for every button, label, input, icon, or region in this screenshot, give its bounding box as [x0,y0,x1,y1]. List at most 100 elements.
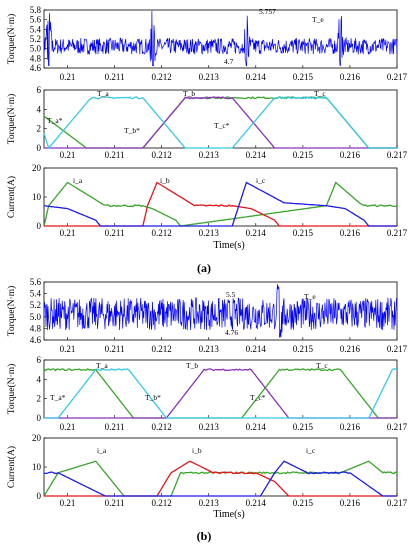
x-tick-label: 0.21 [60,344,76,354]
x-tick-label: 0.216 [340,228,361,238]
y-tick-label: 5.0 [30,312,42,322]
annotation-label: i_c [306,446,316,455]
y-tick-label: 6 [37,355,42,365]
y-tick-label: 0 [37,221,42,231]
x-tick-label: 0.216 [340,150,361,160]
x-tick-label: 0.211 [105,150,125,160]
x-tick-label: 0.214 [246,228,267,238]
x-tick-label: 0.211 [105,228,125,238]
annotation-label: T_c [316,361,328,370]
annotation-label: 5.757 [259,7,276,16]
y-tick-label: 5.6 [30,277,42,287]
x-tick-label: 0.213 [199,498,220,508]
x-tick-label: 0.214 [246,498,267,508]
subplot-3: 4.6 4.85.0 5.25.4 5.6 0.21 0.211 0.212 0.213 0.2… [6,277,408,354]
annotation-label: T_e [304,292,316,301]
annotation-label: 4.7 [224,57,234,66]
annotation-label: T_b [186,361,198,370]
y-axis-label: Current(A) [6,446,17,488]
x-tick-label: 0.21 [60,72,76,82]
y-tick-label: 0 [37,143,42,153]
x-tick-label: 0.212 [152,422,172,432]
x-tick-label: 0.214 [246,72,267,82]
x-tick-label: 0.213 [199,228,220,238]
y-tick-label: 2 [37,124,42,134]
y-tick-label: 20 [32,433,42,443]
x-tick-label: 0.215 [293,422,314,432]
annotation-label: T_a [97,89,109,98]
x-tick-label: 0.213 [199,422,220,432]
x-tick-label: 0.21 [60,150,76,160]
x-tick-label: 0.215 [293,344,314,354]
annotation-label: T_c* [214,121,230,130]
x-tick-label: 0.217 [387,422,408,432]
x-tick-label: 0.213 [199,150,220,160]
y-tick-label: 4.8 [30,53,42,63]
panel-label-b: (b) [197,529,212,543]
series-line-i_b [44,460,397,497]
x-tick-label: 0.216 [340,498,361,508]
y-axis-label: Current(A) [6,176,17,218]
x-tick-label: 0.211 [105,72,125,82]
annotation-label: 4.76 [225,328,238,337]
series-line-Te [43,10,398,67]
y-tick-label: 5.0 [30,44,42,54]
y-axis-label: Torque(N·m) [6,94,17,145]
annotation-label: T_b* [124,126,140,135]
x-tick-label: 0.215 [293,72,314,82]
y-tick-label: 10 [32,462,42,472]
annotation-label: T_e [312,15,324,24]
annotation-label: T_c* [250,393,266,402]
x-tick-label: 0.212 [152,150,172,160]
subplot-2: 0 10 20 0.21 0.211 0.212 0.213 0.214 0.215 0.216 0… [6,163,408,238]
y-axis-label: Torque(N·m) [6,286,17,337]
y-tick-label: 0 [37,413,42,423]
x-tick-label: 0.211 [105,498,125,508]
y-tick-label: 4 [37,374,42,384]
x-tick-label: 0.217 [387,150,408,160]
x-tick-label: 0.211 [105,422,125,432]
subplot-1: 0 2 4 6 0.21 0.211 0.212 0.213 0.214 0.215 0.216 0.… [6,85,408,160]
series-line-T_b [44,368,397,419]
y-tick-label: 5.2 [30,300,41,310]
annotation-label: T_b [183,89,195,98]
annotation-label: 5.5 [226,290,236,299]
annotation-label: i_a [97,446,107,455]
annotation-label: i_b [192,446,202,455]
x-tick-label: 0.213 [199,72,220,82]
annotation-label: T_a [96,361,108,370]
y-tick-label: 5.8 [30,5,42,15]
x-tick-label: 0.212 [152,228,172,238]
x-tick-label: 0.21 [60,228,76,238]
annotation-label: i_c [256,176,266,185]
x-tick-label: 0.212 [152,72,172,82]
x-tick-label: 0.216 [340,422,361,432]
y-tick-label: 5.2 [30,34,41,44]
y-tick-label: 20 [32,163,42,173]
series-line-T_a [43,368,397,419]
x-tick-label: 0.217 [387,498,408,508]
x-tick-label: 0.215 [293,150,314,160]
series-line-i_c [43,460,397,497]
x-axis-title-b: Time(s) [213,509,244,520]
series-line-i_a [43,460,398,497]
annotation-label: T_a* [47,116,63,125]
x-tick-label: 0.216 [340,344,361,354]
x-tick-label: 0.214 [246,344,267,354]
series-line-Te [43,284,398,338]
annotation-label: i_b [160,176,170,185]
y-tick-label: 2 [37,394,42,404]
x-axis-title-a: Time(s) [213,240,244,251]
x-tick-label: 0.214 [246,150,267,160]
y-tick-label: 5.6 [30,15,42,25]
x-tick-label: 0.21 [60,422,76,432]
series-line-T_c [44,368,398,419]
x-tick-label: 0.214 [246,422,267,432]
y-tick-label: 5.4 [30,24,42,34]
x-tick-label: 0.217 [387,228,408,238]
y-tick-label: 4.6 [30,335,42,345]
panel-label-a: (a) [197,261,211,275]
x-tick-label: 0.216 [340,72,361,82]
y-tick-label: 0 [37,491,42,501]
